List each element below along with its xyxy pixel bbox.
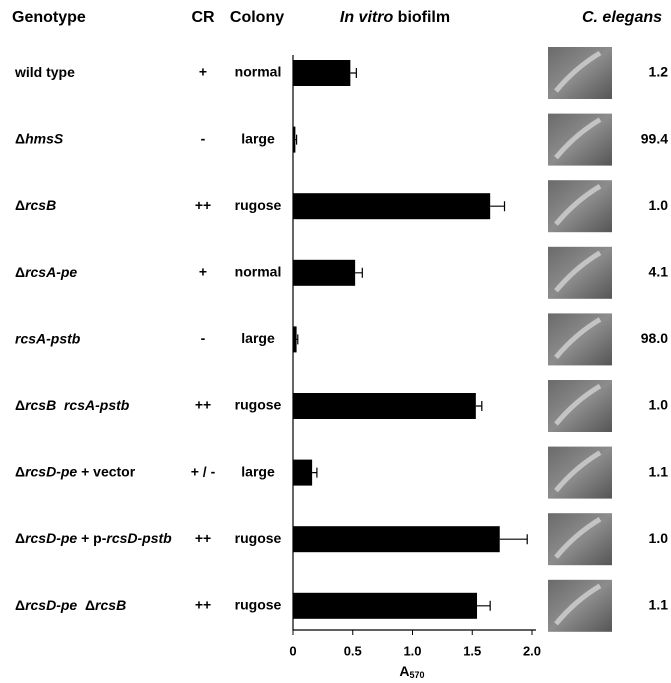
cr-label: -: [201, 330, 206, 346]
error-bar: [355, 268, 362, 278]
x-tick-label: 2.0: [523, 643, 541, 658]
text-segment: Δ: [15, 197, 25, 213]
x-tick-label: 0: [289, 643, 296, 658]
text-segment: rcsB: [95, 597, 126, 613]
text-segment: Δ: [15, 463, 25, 479]
error-bar: [477, 601, 490, 611]
x-tick-label: 1.5: [463, 643, 481, 658]
error-bar: [490, 201, 504, 211]
genotype-label: ΔrcsA-pe: [15, 264, 77, 280]
cr-label: ++: [195, 397, 211, 413]
text-segment: rcsB rcsA-pstb: [25, 397, 130, 413]
text-segment: rcsB: [25, 197, 56, 213]
cr-label: ++: [195, 597, 211, 613]
text-segment: rcsD-pe: [25, 597, 77, 613]
text-segment: rcsD-pe: [25, 530, 77, 546]
genotype-label: ΔrcsB rcsA-pstb: [15, 397, 130, 413]
error-bar: [476, 401, 482, 411]
colony-label: normal: [235, 64, 282, 80]
colony-label: rugose: [235, 197, 282, 213]
genotype-label: rcsA-pstb: [15, 330, 81, 346]
text-segment: + vector: [77, 463, 136, 479]
text-segment: Δ: [15, 264, 25, 280]
text-segment: Δ: [15, 530, 25, 546]
bar: [293, 193, 490, 219]
error-bar: [312, 468, 317, 478]
header: CR: [191, 9, 215, 26]
text-segment: Δ: [15, 397, 25, 413]
text-segment: wild type: [14, 64, 75, 80]
colony-label: rugose: [235, 530, 282, 546]
cr-label: + / -: [191, 463, 216, 479]
x-tick-label: 1.0: [403, 643, 421, 658]
bar: [293, 526, 500, 552]
error-bar: [500, 534, 527, 544]
text-segment: hmsS: [25, 130, 64, 146]
cr-label: ++: [195, 530, 211, 546]
c-elegans-value: 1.0: [649, 530, 669, 546]
header: Genotype: [12, 9, 86, 26]
colony-label: large: [241, 463, 275, 479]
error-bar: [295, 135, 296, 145]
colony-label: rugose: [235, 397, 282, 413]
c-elegans-value: 4.1: [649, 264, 669, 280]
text-segment: C. elegans: [582, 9, 662, 26]
c-elegans-value: 99.4: [641, 130, 668, 146]
c-elegans-value: 1.1: [649, 597, 669, 613]
text-segment: rcsD-pstb: [106, 530, 172, 546]
text-segment: 570: [410, 670, 425, 680]
genotype-label: ΔrcsB: [15, 197, 56, 213]
text-segment: rcsA-pstb: [15, 330, 81, 346]
bar: [293, 460, 312, 486]
error-bar: [350, 68, 356, 78]
c-elegans-value: 1.0: [649, 197, 669, 213]
genotype-label: wild type: [14, 64, 75, 80]
c-elegans-value: 1.0: [649, 397, 669, 413]
header: In vitro biofilm: [340, 9, 450, 26]
c-elegans-value: 1.1: [649, 463, 669, 479]
cr-label: +: [199, 264, 207, 280]
error-bar: [297, 334, 298, 344]
text-segment: rcsA-pe: [25, 264, 77, 280]
genotype-label: ΔhmsS: [15, 130, 64, 146]
colony-label: large: [241, 330, 275, 346]
header: C. elegans: [582, 9, 662, 26]
cr-label: +: [199, 64, 207, 80]
text-segment: biofilm: [393, 9, 450, 26]
text-segment: In vitro: [340, 9, 394, 26]
text-segment: A: [399, 663, 409, 679]
colony-label: large: [241, 130, 275, 146]
c-elegans-value: 98.0: [641, 330, 668, 346]
colony-label: rugose: [235, 597, 282, 613]
x-axis-label: A570: [399, 663, 424, 681]
c-elegans-value: 1.2: [649, 64, 669, 80]
bar: [293, 593, 477, 619]
bar: [293, 393, 476, 419]
text-segment: Δ: [77, 597, 95, 613]
colony-label: normal: [235, 264, 282, 280]
text-segment: Δ: [15, 130, 25, 146]
x-tick-label: 0.5: [344, 643, 362, 658]
text-segment: + p-: [77, 530, 107, 546]
figure: Genotype CR Colony In vitro biofilm C. elega…: [0, 0, 671, 683]
bar: [293, 60, 350, 86]
bar: [293, 127, 295, 153]
genotype-label: ΔrcsD-pe + p-rcsD-pstb: [15, 530, 172, 546]
bar: [293, 326, 297, 352]
genotype-label: ΔrcsD-pe ΔrcsB: [15, 597, 126, 613]
text-segment: rcsD-pe: [25, 463, 77, 479]
text-segment: Δ: [15, 597, 25, 613]
header: Colony: [230, 9, 284, 26]
bar: [293, 260, 355, 286]
cr-label: ++: [195, 197, 211, 213]
genotype-label: ΔrcsD-pe + vector: [15, 463, 136, 479]
cr-label: -: [201, 130, 206, 146]
